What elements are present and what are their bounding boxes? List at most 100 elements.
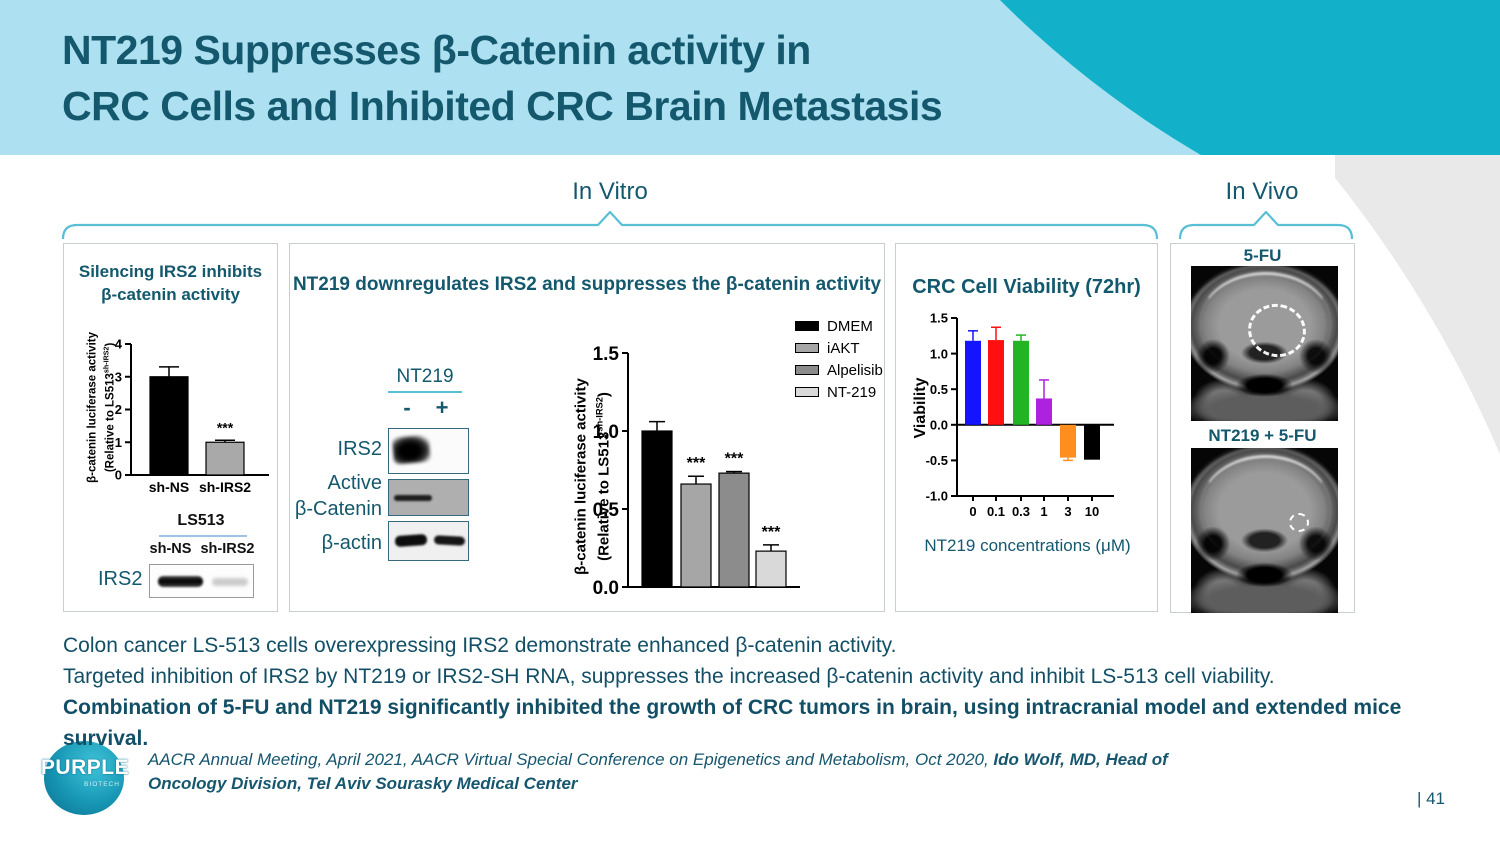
legend-label: iAKT	[827, 339, 860, 357]
slide-title-line1: NT219 Suppresses β-Catenin activity in	[62, 27, 811, 73]
panel-silencing-title-line1: Silencing IRS2 inhibits	[78, 262, 263, 281]
blot-plus-label: +	[435, 395, 449, 420]
legend-row-alpelisib: Alpelisib	[795, 361, 883, 379]
mri-label-5fu: 5-FU	[1243, 246, 1282, 265]
legend-swatch	[795, 343, 819, 353]
svg-text:1.5: 1.5	[593, 344, 620, 365]
luciferase-bar-chart: 0.0 0.5 1.0 1.5 *** *** ***	[593, 344, 800, 599]
blot-lane1-label: sh-NS	[149, 541, 192, 557]
bactin-band-lane1	[394, 533, 428, 548]
svg-text:0.1: 0.1	[987, 504, 1005, 519]
active-bcatenin-band	[394, 495, 432, 501]
svg-text:1: 1	[115, 435, 122, 450]
irs2-band-shns	[158, 576, 203, 587]
viability-chart-xlabel: NT219 concentrations (μM)	[924, 536, 1131, 555]
blot-row-label-bactin: β-actin	[321, 532, 382, 554]
svg-text:0: 0	[969, 504, 976, 519]
irs2-western-blot	[149, 564, 254, 598]
summary-text: Colon cancer LS-513 cells overexpressing…	[63, 630, 1453, 754]
legend-swatch	[795, 387, 819, 397]
svg-text:0.3: 0.3	[1012, 504, 1030, 519]
in-vivo-bracket	[1178, 210, 1354, 240]
bactin-blot-box	[388, 521, 469, 561]
slide-title: NT219 Suppresses β-Catenin activity in C…	[62, 22, 943, 134]
luciferase-chart-ylabel: β-catenin luciferase activity (Relative t…	[572, 378, 613, 575]
mri-label-nt219-5fu: NT219 + 5-FU	[1208, 426, 1317, 445]
legend-swatch	[795, 321, 819, 331]
irs2-band	[391, 434, 432, 465]
blot-row-label-irs2: IRS2	[337, 438, 382, 460]
svg-text:***: ***	[687, 455, 706, 472]
panel-nt219-downregulates: NT219 downregulates IRS2 and suppresses …	[289, 243, 885, 612]
panel-silencing-irs2: Silencing IRS2 inhibits β-catenin activi…	[63, 243, 278, 612]
blot-minus-label: -	[403, 395, 411, 420]
panel-silencing-title-line2: β-catenin activity	[101, 285, 240, 304]
section-label-in-vitro: In Vitro	[572, 178, 648, 205]
panel-in-vivo-mri: 5-FU NT219 + 5-FU	[1170, 243, 1355, 613]
slide-title-line2: CRC Cells and Inhibited CRC Brain Metast…	[62, 83, 943, 129]
header-band	[0, 0, 1500, 155]
panel-crc-viability: CRC Cell Viability (72hr) -1.0 -0.5 0.0 0.5…	[895, 243, 1158, 612]
legend-label: Alpelisib	[827, 361, 883, 379]
purple-biotech-logo	[44, 741, 124, 815]
citation-bold: Ido Wolf, MD, Head of Oncology Division,…	[148, 750, 1168, 793]
citation: AACR Annual Meeting, April 2021, AACR Vi…	[148, 748, 1188, 796]
svg-text:0: 0	[115, 468, 122, 483]
irs2-band-shirs2	[212, 578, 248, 586]
page-number: | 41	[1416, 789, 1445, 808]
svg-text:***: ***	[217, 419, 234, 435]
blot-treatment-underline	[388, 391, 462, 393]
corner-swoosh	[1335, 155, 1500, 467]
svg-text:0.0: 0.0	[930, 417, 948, 432]
svg-text:10: 10	[1085, 504, 1099, 519]
legend-swatch	[795, 365, 819, 375]
panel-nt219-title: NT219 downregulates IRS2 and suppresses …	[292, 274, 882, 295]
viability-bar-chart: -1.0 -0.5 0.0 0.5 1.0 1.5 0 0.1 0.3 1 3 10	[926, 311, 1114, 519]
panel-viability-title: CRC Cell Viability (72hr)	[912, 276, 1141, 298]
svg-text:3: 3	[115, 369, 122, 384]
svg-text:-1.0: -1.0	[926, 489, 948, 504]
svg-text:0.5: 0.5	[930, 382, 948, 397]
blot-row-label-bcatenin: β-Catenin	[294, 498, 382, 520]
panel-silencing-title: Silencing IRS2 inhibits β-catenin activi…	[64, 260, 277, 306]
viability-chart-ylabel: Viability	[912, 377, 929, 439]
blot-cell-line-label: LS513	[177, 512, 225, 529]
summary-line2: Targeted inhibition of IRS2 by NT219 or …	[63, 665, 1275, 688]
svg-text:1: 1	[1040, 504, 1047, 519]
svg-text:1.0: 1.0	[930, 346, 948, 361]
silencing-chart-ylabel: β-catenin luciferase activity (Relative t…	[86, 331, 116, 483]
legend-row-dmem: DMEM	[795, 317, 883, 335]
blot-cell-line-underline	[159, 535, 247, 537]
summary-line3: Combination of 5-FU and NT219 significan…	[63, 696, 1402, 750]
svg-text:sh-NS: sh-NS	[149, 479, 189, 495]
in-vitro-bracket	[61, 210, 1159, 240]
section-label-in-vivo: In Vivo	[1225, 178, 1299, 205]
active-bcatenin-blot-box	[388, 479, 469, 516]
legend-label: DMEM	[827, 317, 873, 335]
svg-text:4: 4	[115, 337, 123, 352]
legend-row-nt-219: NT-219	[795, 384, 883, 401]
svg-text:1.5: 1.5	[930, 311, 948, 326]
svg-text:3: 3	[1064, 504, 1071, 519]
tumor-annotation-large	[1243, 299, 1311, 362]
blot-lane-labels: sh-NS sh-IRS2	[142, 541, 262, 557]
svg-text:-0.5: -0.5	[926, 453, 948, 468]
blot-treatment-label: NT219	[396, 366, 454, 387]
legend-row-iakt: iAKT	[795, 339, 883, 357]
svg-text:***: ***	[725, 451, 744, 468]
silencing-bar-chart: 0 1 2 3 4 sh-NS *** sh-IRS2	[115, 337, 269, 495]
mri-image-5fu	[1191, 266, 1338, 421]
section-brackets	[61, 210, 1354, 240]
blot-protein-label: IRS2	[98, 568, 143, 590]
svg-text:2: 2	[115, 402, 122, 417]
citation-regular: AACR Annual Meeting, April 2021, AACR Vi…	[148, 750, 994, 769]
svg-text:1.0: 1.0	[593, 422, 619, 443]
svg-text:0.0: 0.0	[593, 578, 619, 599]
summary-line1: Colon cancer LS-513 cells overexpressing…	[63, 634, 897, 657]
svg-text:0.5: 0.5	[593, 500, 620, 521]
irs2-blot-box	[388, 428, 469, 474]
luciferase-chart-legend: DMEM iAKT Alpelisib NT-219	[795, 318, 883, 406]
blot-lane2-label: sh-IRS2	[200, 541, 255, 557]
svg-text:sh-IRS2: sh-IRS2	[199, 479, 251, 495]
